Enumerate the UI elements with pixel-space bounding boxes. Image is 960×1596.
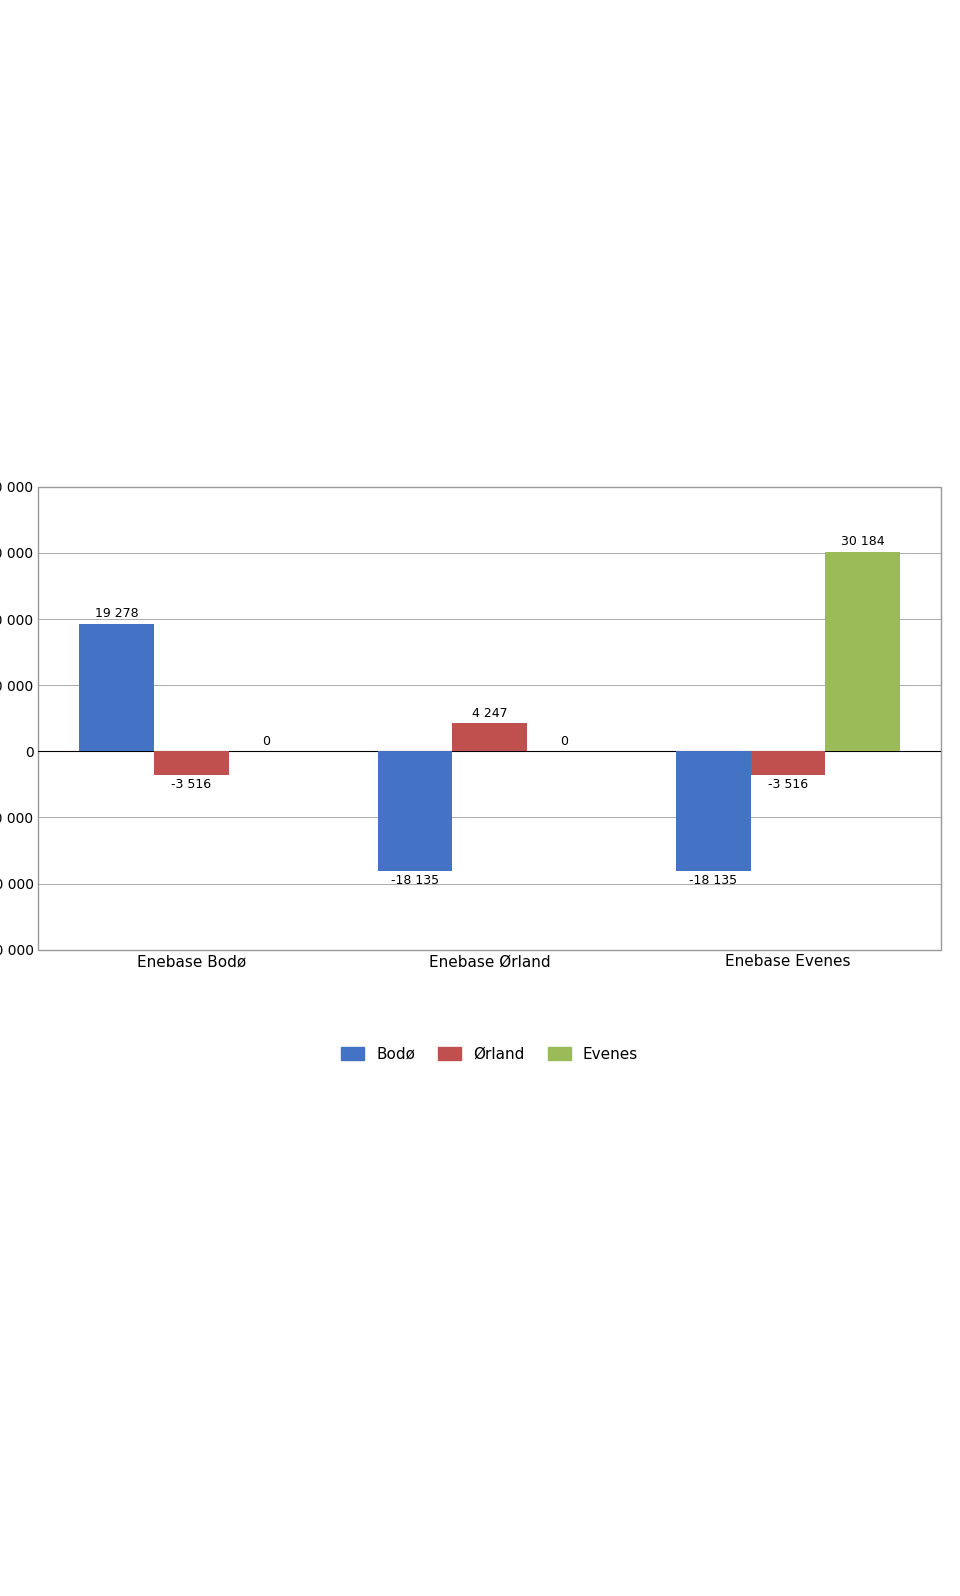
Bar bbox=[377, 752, 452, 871]
Bar bbox=[154, 752, 228, 774]
Legend: Bodø, Ørland, Evenes: Bodø, Ørland, Evenes bbox=[335, 1041, 644, 1068]
Text: -3 516: -3 516 bbox=[171, 777, 211, 790]
Text: 0: 0 bbox=[262, 734, 270, 749]
Text: 0: 0 bbox=[561, 734, 568, 749]
Text: -18 135: -18 135 bbox=[391, 875, 439, 887]
Text: -3 516: -3 516 bbox=[768, 777, 808, 790]
Bar bbox=[751, 752, 826, 774]
Text: 4 247: 4 247 bbox=[471, 707, 508, 720]
Bar bbox=[38, 487, 941, 950]
Text: 30 184: 30 184 bbox=[841, 535, 884, 549]
Bar bbox=[80, 624, 154, 752]
Bar bbox=[452, 723, 527, 752]
Bar bbox=[826, 552, 900, 752]
Bar bbox=[676, 752, 751, 871]
Text: 19 278: 19 278 bbox=[95, 608, 138, 621]
Text: -18 135: -18 135 bbox=[689, 875, 737, 887]
